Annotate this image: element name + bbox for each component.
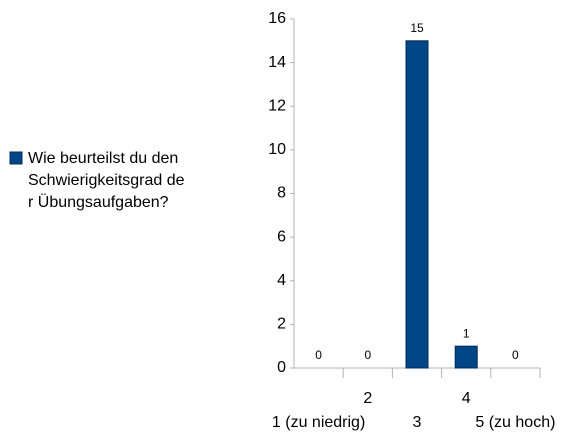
x-tick-label: 2 [363,390,372,407]
y-tick-label: 6 [277,228,286,245]
bar [405,40,429,369]
x-tick-label: 4 [462,390,471,407]
value-label: 1 [463,326,470,340]
value-label: 0 [512,348,519,362]
y-tick-label: 2 [277,316,286,333]
legend-label: Wie beurteilst du den Schwierigkeitsgrad… [28,150,185,211]
legend-swatch [9,151,23,165]
y-tick-label: 4 [277,272,286,289]
x-tick-label: 1 (zu niedrig) [272,414,365,431]
y-tick-label: 0 [277,359,286,376]
value-label: 0 [364,348,371,362]
y-tick-label: 12 [268,97,286,114]
value-label: 0 [315,348,322,362]
y-tick-label: 8 [277,185,286,202]
x-tick-label: 5 (zu hoch) [475,414,555,431]
bar [454,345,478,369]
value-label: 15 [410,21,424,35]
y-tick-label: 16 [268,10,286,27]
x-tick-label: 3 [413,414,422,431]
y-tick-label: 10 [268,141,286,158]
y-tick-label: 14 [268,54,286,71]
